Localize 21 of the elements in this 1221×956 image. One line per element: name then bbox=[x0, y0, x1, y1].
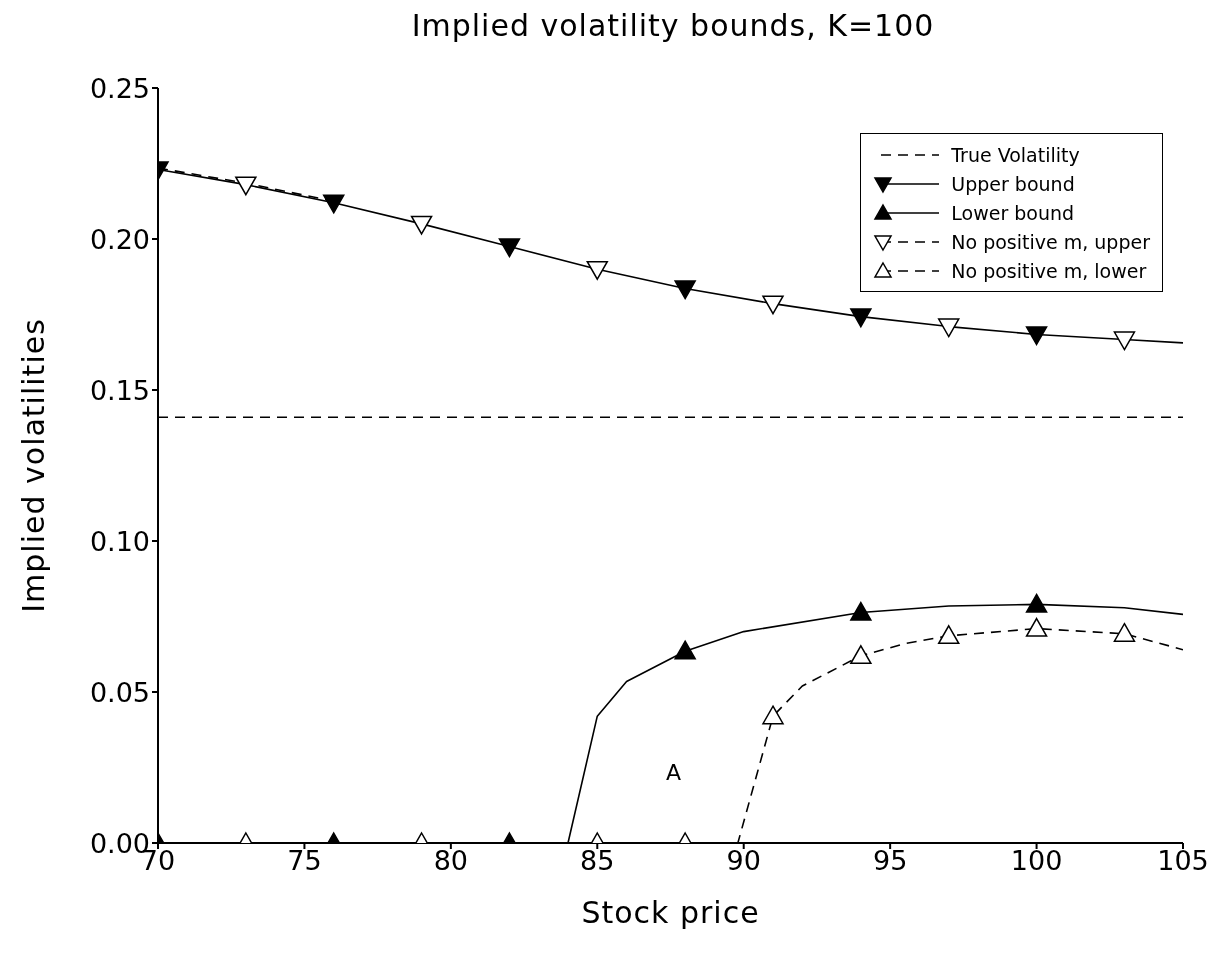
y-axis-title: Implied volatilities bbox=[15, 318, 51, 613]
chart-title: Implied volatility bounds, K=100 bbox=[410, 8, 936, 43]
legend-label: True Volatility bbox=[951, 143, 1080, 166]
x-tick-label: 80 bbox=[433, 845, 469, 877]
y-tick-label: 0.15 bbox=[89, 374, 150, 406]
x-tick-label: 75 bbox=[287, 845, 322, 877]
x-tick-label: 95 bbox=[872, 845, 908, 877]
x-tick-label: 100 bbox=[1010, 845, 1063, 877]
legend-label: Upper bound bbox=[951, 172, 1075, 195]
x-tick-label: 85 bbox=[580, 845, 615, 877]
x-axis-title: Stock price bbox=[581, 895, 760, 930]
x-tick-label: 105 bbox=[1157, 845, 1209, 877]
y-tick-label: 0.25 bbox=[89, 72, 150, 104]
legend-label: Lower bound bbox=[951, 201, 1075, 224]
y-tick-label: 0.10 bbox=[89, 525, 150, 557]
annotation: A bbox=[666, 760, 682, 785]
legend-label: No positive m, lower bbox=[951, 259, 1147, 282]
x-tick-label: 90 bbox=[726, 845, 761, 877]
legend-label: No positive m, upper bbox=[951, 230, 1150, 253]
y-tick-label: 0.05 bbox=[89, 676, 150, 708]
y-tick-label: 0.20 bbox=[89, 223, 150, 255]
